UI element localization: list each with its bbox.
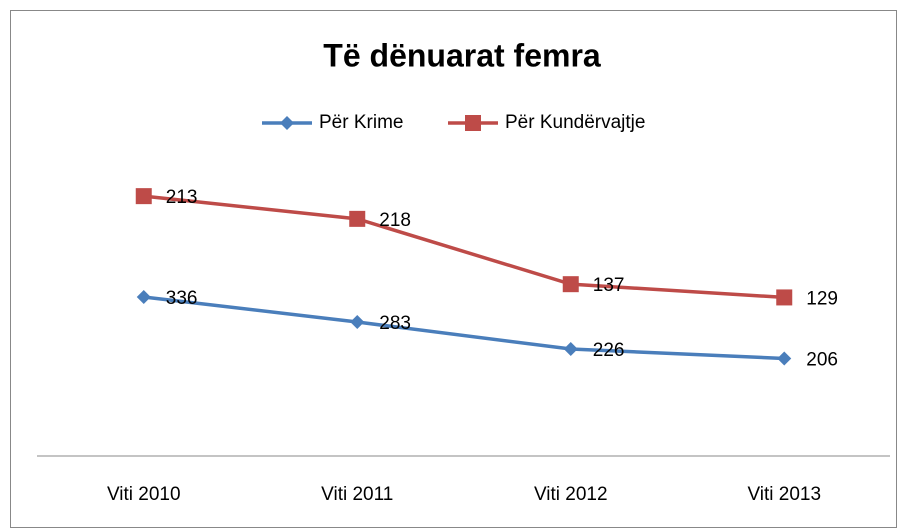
- legend-label: Për Krime: [319, 112, 403, 133]
- x-tick-label: Viti 2012: [534, 484, 608, 505]
- data-label: 213: [166, 187, 198, 208]
- marker: [777, 351, 792, 366]
- series-line: [143, 295, 785, 361]
- marker: [135, 188, 152, 205]
- data-label: 226: [593, 340, 625, 361]
- data-label: 206: [806, 350, 838, 371]
- data-label: 336: [166, 288, 198, 309]
- legend-label: Për Kundërvajtje: [505, 112, 645, 133]
- marker: [136, 289, 151, 304]
- data-label: 129: [806, 288, 838, 309]
- chart-title: Të dënuarat femra: [323, 37, 601, 73]
- series-line: [143, 194, 785, 300]
- chart-frame: [10, 10, 897, 528]
- x-tick-label: Viti 2013: [747, 484, 821, 505]
- marker: [465, 115, 481, 131]
- data-label: 218: [379, 210, 411, 231]
- marker: [563, 342, 578, 357]
- x-tick-label: Viti 2010: [107, 484, 181, 505]
- marker: [562, 276, 579, 293]
- data-label: 283: [379, 313, 411, 334]
- x-tick-label: Viti 2011: [321, 484, 393, 505]
- data-label: 137: [593, 275, 625, 296]
- marker: [776, 289, 793, 306]
- marker: [280, 116, 294, 130]
- marker: [349, 210, 366, 227]
- marker: [350, 315, 365, 330]
